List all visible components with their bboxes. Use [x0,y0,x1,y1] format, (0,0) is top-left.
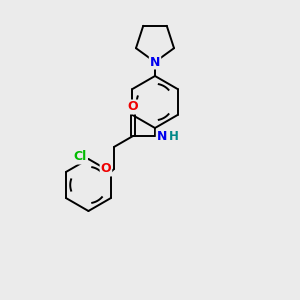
Text: H: H [169,130,179,142]
Text: O: O [128,100,138,113]
Text: N: N [157,130,167,142]
Text: N: N [150,56,160,68]
Text: Cl: Cl [74,151,87,164]
Text: O: O [100,163,111,176]
